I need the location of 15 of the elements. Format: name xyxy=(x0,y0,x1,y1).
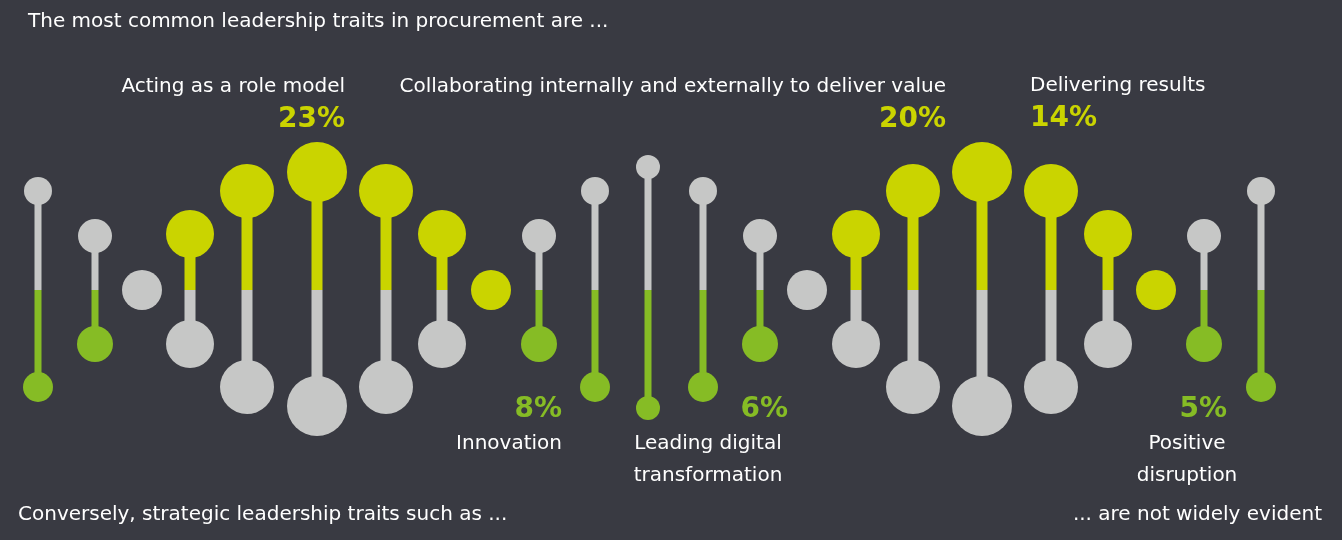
data-label: 23% xyxy=(277,101,345,135)
category-label: Acting as a role model xyxy=(121,73,345,98)
category-label: Collaborating internally and externally to deliver value xyxy=(399,73,946,98)
data-label: 5% xyxy=(1179,391,1227,425)
category-label: Innovation xyxy=(456,430,562,455)
category-label: Leading digital transformation xyxy=(633,430,783,487)
data-label: 20% xyxy=(878,101,946,135)
text: The most common leadership traits in procurement are ... xyxy=(27,8,609,33)
text: ... are not widely evident xyxy=(1072,501,1323,526)
data-label: 8% xyxy=(514,391,562,425)
data-label: 6% xyxy=(740,391,788,425)
text: Conversely, strategic leadership traits such as ... xyxy=(18,501,508,526)
category-label: Positive disruption xyxy=(1136,430,1238,487)
category-label: Delivering results xyxy=(1030,72,1206,97)
data-label: 14% xyxy=(1030,100,1098,134)
